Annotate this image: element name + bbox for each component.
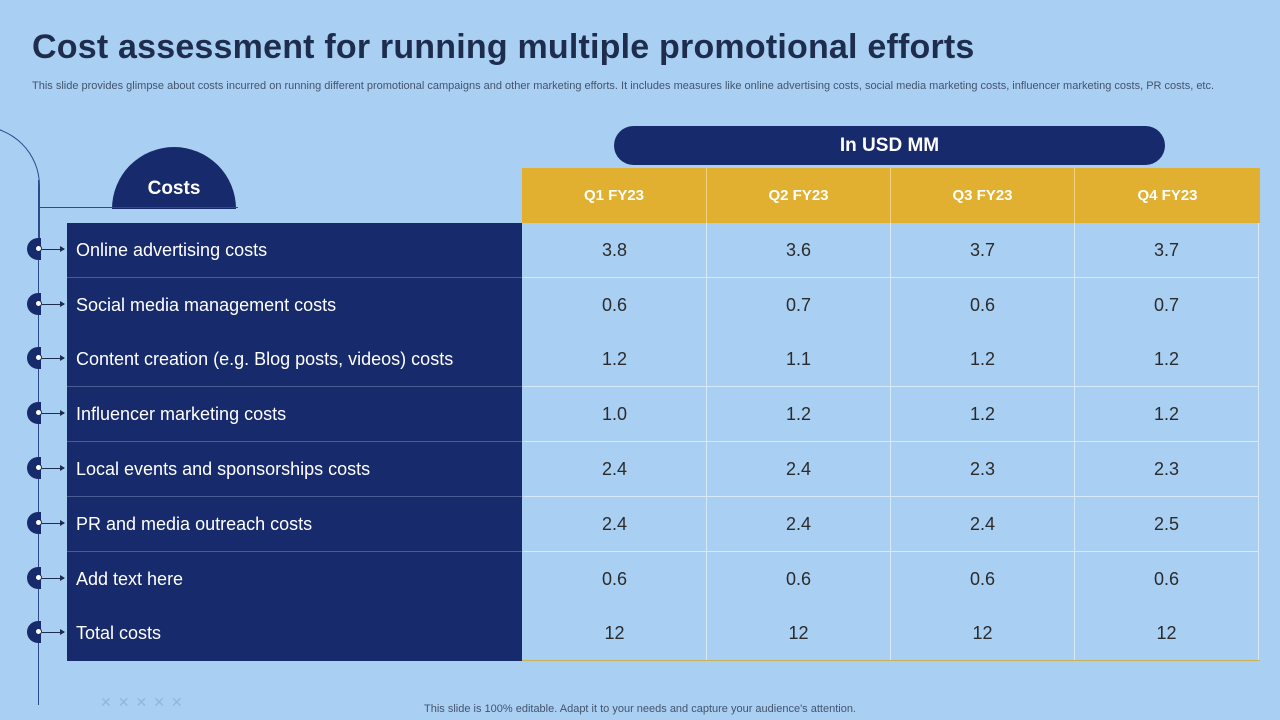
decorative-pattern: ✕✕✕✕✕ [100,694,189,710]
row-bullet-dot [35,245,42,252]
table-cell: 0.6 [523,552,707,607]
table-cell: 0.6 [707,552,891,607]
arrow-icon [42,410,65,416]
table-cell: 0.6 [1075,552,1259,607]
row-bullet-dot [35,464,42,471]
column-header-q1: Q1 FY23 [522,168,707,223]
arrow-icon [42,575,65,581]
row-label-influencer: Influencer marketing costs [67,387,522,442]
column-header-q2: Q2 FY23 [707,168,891,223]
table-bottom-rule [522,660,1260,661]
row-bullet-dot [35,519,42,526]
row-label-local-events: Local events and sponsorships costs [67,442,522,497]
row-bullet-dot [35,628,42,635]
costs-label: Costs [147,178,201,199]
row-label-add-text: Add text here [67,552,522,607]
row-bullet [27,512,41,534]
row-bullet-dot [35,300,42,307]
table-cell: 1.2 [1075,332,1259,387]
table-cell: 3.7 [891,223,1075,278]
row-bullet [27,238,41,260]
row-bullet [27,621,41,643]
table-cell: 2.3 [891,442,1075,497]
table-cell: 1.2 [891,332,1075,387]
table-cell: 1.1 [707,332,891,387]
arrow-icon [42,246,65,252]
row-label-pr-media: PR and media outreach costs [67,497,522,552]
arrow-icon [42,301,65,307]
table-cell: 0.7 [707,278,891,333]
table-cell: 12 [1075,606,1259,661]
table-cell: 2.3 [1075,442,1259,497]
decorative-timeline-line [38,180,39,705]
table-cell: 2.4 [523,442,707,497]
table-cell: 12 [707,606,891,661]
row-label-online-advertising: Online advertising costs [67,223,522,278]
table-cell: 2.4 [523,497,707,552]
table-cell: 0.7 [1075,278,1259,333]
decorative-curve [0,126,40,246]
table-cell: 2.5 [1075,497,1259,552]
table-cell: 1.2 [1075,387,1259,442]
table-cell: 1.2 [891,387,1075,442]
table-cell: 2.4 [707,497,891,552]
costs-divider [38,207,238,208]
row-bullet [27,293,41,315]
row-bullet [27,402,41,424]
unit-label: In USD MM [839,134,940,156]
footer-note: This slide is 100% editable. Adapt it to… [424,703,856,715]
row-bullet [27,567,41,589]
row-label-content-creation: Content creation (e.g. Blog posts, video… [67,332,522,387]
row-label-social-media: Social media management costs [67,278,522,333]
table-cell: 3.8 [523,223,707,278]
row-bullet-dot [35,574,42,581]
arrow-icon [42,465,65,471]
arrow-icon [42,629,65,635]
arrow-icon [42,355,65,361]
row-bullet [27,457,41,479]
table-cell: 12 [523,606,707,661]
table-cell: 2.4 [891,497,1075,552]
row-label-total: Total costs [67,606,522,661]
table-cell: 1.0 [523,387,707,442]
table-cell: 0.6 [523,278,707,333]
table-cell: 3.6 [707,223,891,278]
costs-header-dome: Costs [112,147,236,209]
page-title: Cost assessment for running multiple pro… [32,28,975,66]
page-subtitle: This slide provides glimpse about costs … [32,80,1215,92]
table-cell: 0.6 [891,278,1075,333]
table-cell: 12 [891,606,1075,661]
table-cell: 1.2 [523,332,707,387]
row-bullet-dot [35,409,42,416]
table-cell: 1.2 [707,387,891,442]
table-cell: 3.7 [1075,223,1259,278]
unit-label-pill: In USD MM [614,126,1165,165]
column-header-q3: Q3 FY23 [891,168,1075,223]
column-header-q4: Q4 FY23 [1075,168,1260,223]
arrow-icon [42,520,65,526]
row-bullet-dot [35,354,42,361]
table-cell: 0.6 [891,552,1075,607]
table-cell: 2.4 [707,442,891,497]
row-bullet [27,347,41,369]
